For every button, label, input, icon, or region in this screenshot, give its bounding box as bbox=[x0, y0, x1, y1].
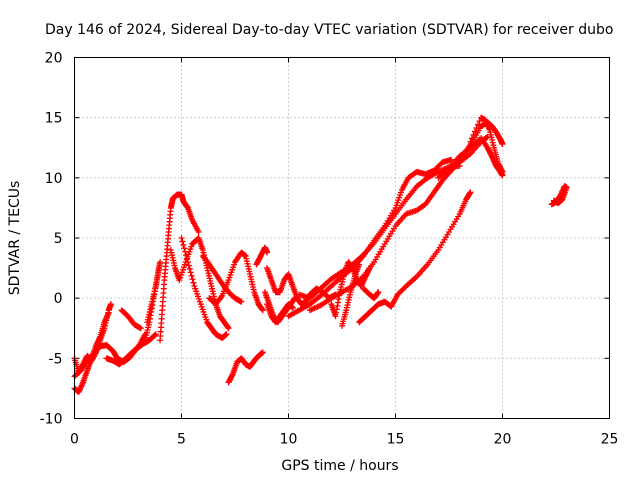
data-point-marker bbox=[470, 131, 477, 138]
data-series bbox=[225, 349, 266, 386]
data-point-marker bbox=[476, 118, 483, 125]
data-series bbox=[296, 162, 463, 302]
data-point-marker bbox=[187, 269, 194, 276]
data-series bbox=[103, 331, 149, 368]
data-point-marker bbox=[178, 235, 185, 241]
x-tick-label: 10 bbox=[280, 432, 298, 448]
data-point-marker bbox=[448, 156, 455, 163]
data-point-marker bbox=[218, 293, 225, 300]
data-point-marker bbox=[471, 128, 478, 135]
data-series bbox=[178, 235, 230, 341]
y-tick-label: 5 bbox=[54, 231, 63, 247]
data-series bbox=[261, 289, 298, 326]
data-point-marker bbox=[180, 241, 187, 248]
data-series bbox=[328, 259, 373, 320]
data-point-marker bbox=[107, 301, 114, 308]
data-point-marker bbox=[185, 262, 192, 269]
data-point-marker bbox=[151, 332, 158, 339]
data-point-marker bbox=[144, 319, 151, 326]
data-point-marker bbox=[188, 272, 195, 279]
data-point-marker bbox=[181, 245, 188, 252]
y-tick-label: -5 bbox=[49, 351, 63, 367]
data-series bbox=[142, 259, 164, 344]
data-point-marker bbox=[186, 265, 193, 272]
data-point-marker bbox=[179, 238, 186, 245]
data-point-marker bbox=[223, 331, 230, 338]
data-point-marker bbox=[259, 307, 266, 314]
data-point-marker bbox=[468, 135, 475, 142]
y-tick-label: 20 bbox=[45, 51, 63, 67]
y-tick-label: 0 bbox=[54, 291, 63, 307]
data-point-marker bbox=[475, 121, 482, 128]
y-axis-label: SDTVAR / TECUs bbox=[7, 181, 23, 296]
data-point-marker bbox=[499, 141, 506, 148]
y-tick-label: 10 bbox=[45, 171, 63, 187]
data-series bbox=[467, 114, 506, 175]
x-tick-label: 20 bbox=[494, 432, 512, 448]
data-series bbox=[339, 261, 363, 329]
data-series bbox=[356, 189, 474, 326]
data-point-marker bbox=[184, 255, 191, 262]
x-tick-label: 5 bbox=[177, 432, 186, 448]
y-tick-label: 15 bbox=[45, 111, 63, 127]
data-point-marker bbox=[190, 279, 197, 286]
data-points bbox=[71, 114, 570, 396]
data-point-marker bbox=[183, 252, 190, 259]
data-point-marker bbox=[356, 261, 363, 268]
data-point-marker bbox=[550, 197, 557, 204]
data-point-marker bbox=[264, 249, 271, 256]
data-point-marker bbox=[238, 298, 245, 305]
data-series bbox=[118, 307, 144, 332]
data-point-marker bbox=[467, 189, 474, 196]
grid-lines bbox=[74, 57, 610, 419]
data-point-marker bbox=[105, 309, 112, 316]
plot-frame bbox=[74, 57, 610, 419]
data-point-marker bbox=[195, 228, 202, 235]
data-point-marker bbox=[152, 331, 159, 338]
axis-ticks: 0 5 10 15 20 25 -10 -5 0 5 10 15 20 bbox=[40, 51, 619, 448]
data-series bbox=[157, 191, 202, 344]
data-series bbox=[199, 253, 245, 305]
x-tick-label: 0 bbox=[70, 432, 79, 448]
data-point-marker bbox=[137, 325, 144, 332]
data-point-marker bbox=[182, 248, 189, 255]
data-series bbox=[360, 285, 382, 302]
data-point-marker bbox=[366, 265, 373, 272]
data-point-marker bbox=[499, 168, 506, 175]
y-tick-label: -10 bbox=[40, 412, 63, 428]
data-point-marker bbox=[184, 259, 191, 266]
x-axis-label: GPS time / hours bbox=[281, 458, 398, 474]
data-point-marker bbox=[375, 289, 382, 296]
chart-title: Day 146 of 2024, Sidereal Day-to-day VTE… bbox=[45, 22, 613, 38]
data-series bbox=[264, 265, 339, 308]
data-point-marker bbox=[225, 325, 232, 332]
data-series bbox=[71, 309, 112, 396]
data-point-marker bbox=[467, 138, 474, 145]
x-tick-label: 25 bbox=[601, 432, 619, 448]
data-point-marker bbox=[473, 124, 480, 131]
x-tick-label: 15 bbox=[387, 432, 405, 448]
data-point-marker bbox=[259, 349, 266, 356]
data-point-marker bbox=[189, 276, 196, 283]
data-series bbox=[548, 183, 570, 208]
data-series bbox=[253, 244, 271, 268]
